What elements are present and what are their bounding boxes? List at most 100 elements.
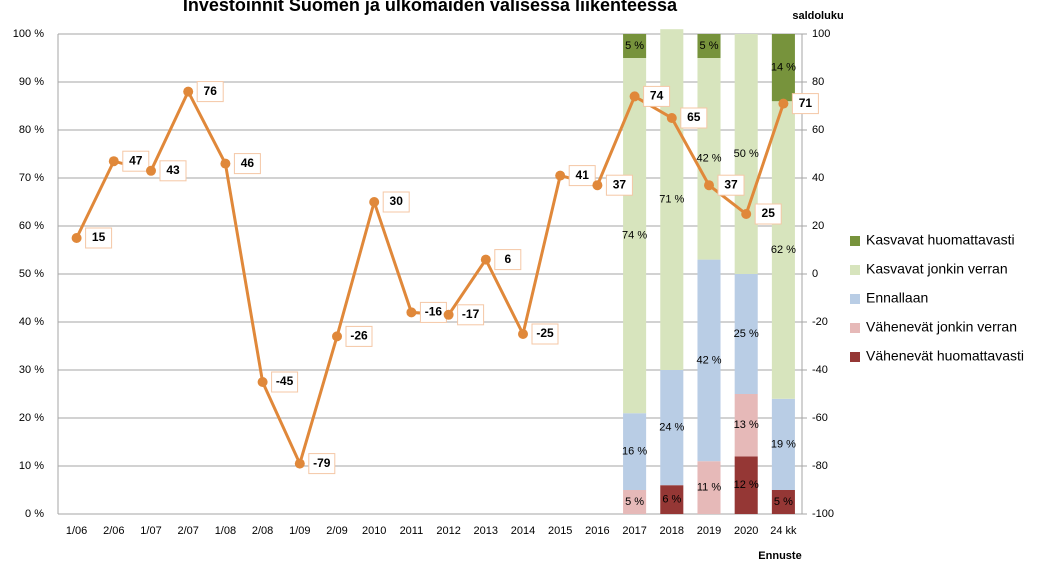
y2-tick-label: 60 [812, 124, 824, 136]
data-label-box [159, 160, 187, 182]
legend-label: Kasvavat jonkin verran [866, 261, 1008, 277]
line-value-label: 41 [576, 168, 590, 182]
line-value-label: 46 [241, 156, 255, 170]
legend-label: Vähenevät huomattavasti [866, 348, 1024, 364]
y2-tick-label: -100 [812, 508, 834, 520]
bar-value-label: 50 % [734, 148, 759, 160]
x-tick-label: 2/06 [103, 525, 124, 537]
line-value-label: 65 [687, 110, 701, 124]
x-tick-label: 2019 [697, 525, 721, 537]
line-point [592, 180, 603, 191]
x-tick-label: 2/09 [326, 525, 347, 537]
bar-segment [734, 34, 758, 274]
bar-segment [771, 490, 795, 514]
bar-value-label: 24 % [659, 422, 684, 434]
x-tick-label: 2/08 [252, 525, 273, 537]
bar-segment [660, 370, 684, 486]
line-point [666, 113, 677, 123]
line-point [108, 156, 119, 167]
y-tick-label: 90 % [19, 76, 44, 88]
line-value-label: 43 [166, 163, 180, 177]
line-point [332, 331, 342, 342]
legend-label: Kasvavat huomattavasti [866, 232, 1015, 248]
x-tick-label: 2015 [548, 525, 572, 537]
line-value-label: 30 [390, 194, 404, 208]
line-value-label: -17 [462, 307, 480, 321]
data-label-box [605, 174, 633, 196]
x-tick-label: 2018 [660, 525, 684, 537]
line-value-label: 71 [799, 96, 813, 110]
y-tick-label: 10 % [19, 460, 44, 472]
y2-axis-label: saldoluku [792, 10, 843, 22]
legend-swatch [850, 236, 860, 246]
line-point [71, 233, 82, 243]
line-value-label: 15 [92, 230, 106, 244]
data-label-box [308, 453, 336, 475]
bar-value-label: 14 % [771, 62, 796, 74]
bar-segment [734, 394, 758, 457]
line-point [220, 158, 231, 169]
bar-segment [697, 34, 721, 58]
chart-title: Investoinnit Suomen ja ulkomaiden välise… [183, 0, 678, 15]
y-tick-label: 30 % [19, 364, 44, 376]
x-tick-label: 2/07 [177, 525, 198, 537]
line-value-label: 25 [762, 206, 776, 220]
data-label-box [680, 107, 708, 129]
bar-value-label: 42 % [696, 354, 721, 366]
line-value-label: -45 [276, 374, 294, 388]
x-note: Ennuste [758, 550, 801, 562]
y2-tick-label: 40 [812, 172, 824, 184]
x-tick-label: 1/07 [140, 525, 161, 537]
data-label-box [122, 150, 150, 172]
x-tick-label: 2011 [400, 525, 424, 537]
bar-value-label: 5 % [774, 496, 793, 508]
x-tick-label: 2010 [362, 525, 386, 537]
data-label-box [568, 165, 596, 187]
line-value-label: 76 [204, 84, 218, 98]
y-tick-label: 20 % [19, 412, 44, 424]
bar-segment [623, 490, 647, 514]
legend-swatch [850, 352, 860, 362]
bar-value-label: 74 % [622, 230, 647, 242]
data-label-box [531, 323, 559, 345]
y2-tick-label: -20 [812, 316, 828, 328]
line-point [555, 170, 566, 181]
x-tick-label: 24 kk [770, 525, 797, 537]
x-tick-label: 2014 [511, 525, 535, 537]
line-point [518, 329, 528, 339]
line-value-label: 37 [724, 177, 738, 191]
bar-segment [623, 413, 647, 490]
y-tick-label: 0 % [25, 508, 44, 520]
data-label-box [196, 81, 224, 103]
y-tick-label: 40 % [19, 316, 44, 328]
legend-swatch [850, 265, 860, 275]
y2-tick-label: -40 [812, 364, 828, 376]
bar-value-label: 5 % [625, 40, 644, 52]
line-point [629, 91, 640, 102]
line-point [406, 307, 417, 318]
line-point [778, 98, 789, 109]
x-tick-label: 2020 [734, 525, 758, 537]
line-value-label: -26 [350, 329, 368, 343]
bar-segment [734, 456, 758, 514]
bar-value-label: 5 % [700, 40, 719, 52]
bar-segment [771, 34, 795, 102]
x-tick-label: 2012 [436, 525, 460, 537]
bar-segment [623, 58, 647, 414]
y-tick-label: 60 % [19, 220, 44, 232]
y2-tick-label: 80 [812, 76, 824, 88]
y2-tick-label: 100 [812, 28, 830, 40]
data-label-box [791, 93, 819, 115]
line-point [257, 377, 268, 387]
line-value-label: 37 [613, 177, 627, 191]
data-label-box [457, 304, 485, 326]
line-point [294, 458, 305, 469]
y-tick-label: 80 % [19, 124, 44, 136]
bar-value-label: 62 % [771, 244, 796, 256]
bar-value-label: 42 % [696, 153, 721, 165]
data-label-box [233, 153, 261, 175]
bar-segment [623, 34, 647, 58]
y2-tick-label: 0 [812, 268, 818, 280]
data-label-box [271, 371, 299, 393]
